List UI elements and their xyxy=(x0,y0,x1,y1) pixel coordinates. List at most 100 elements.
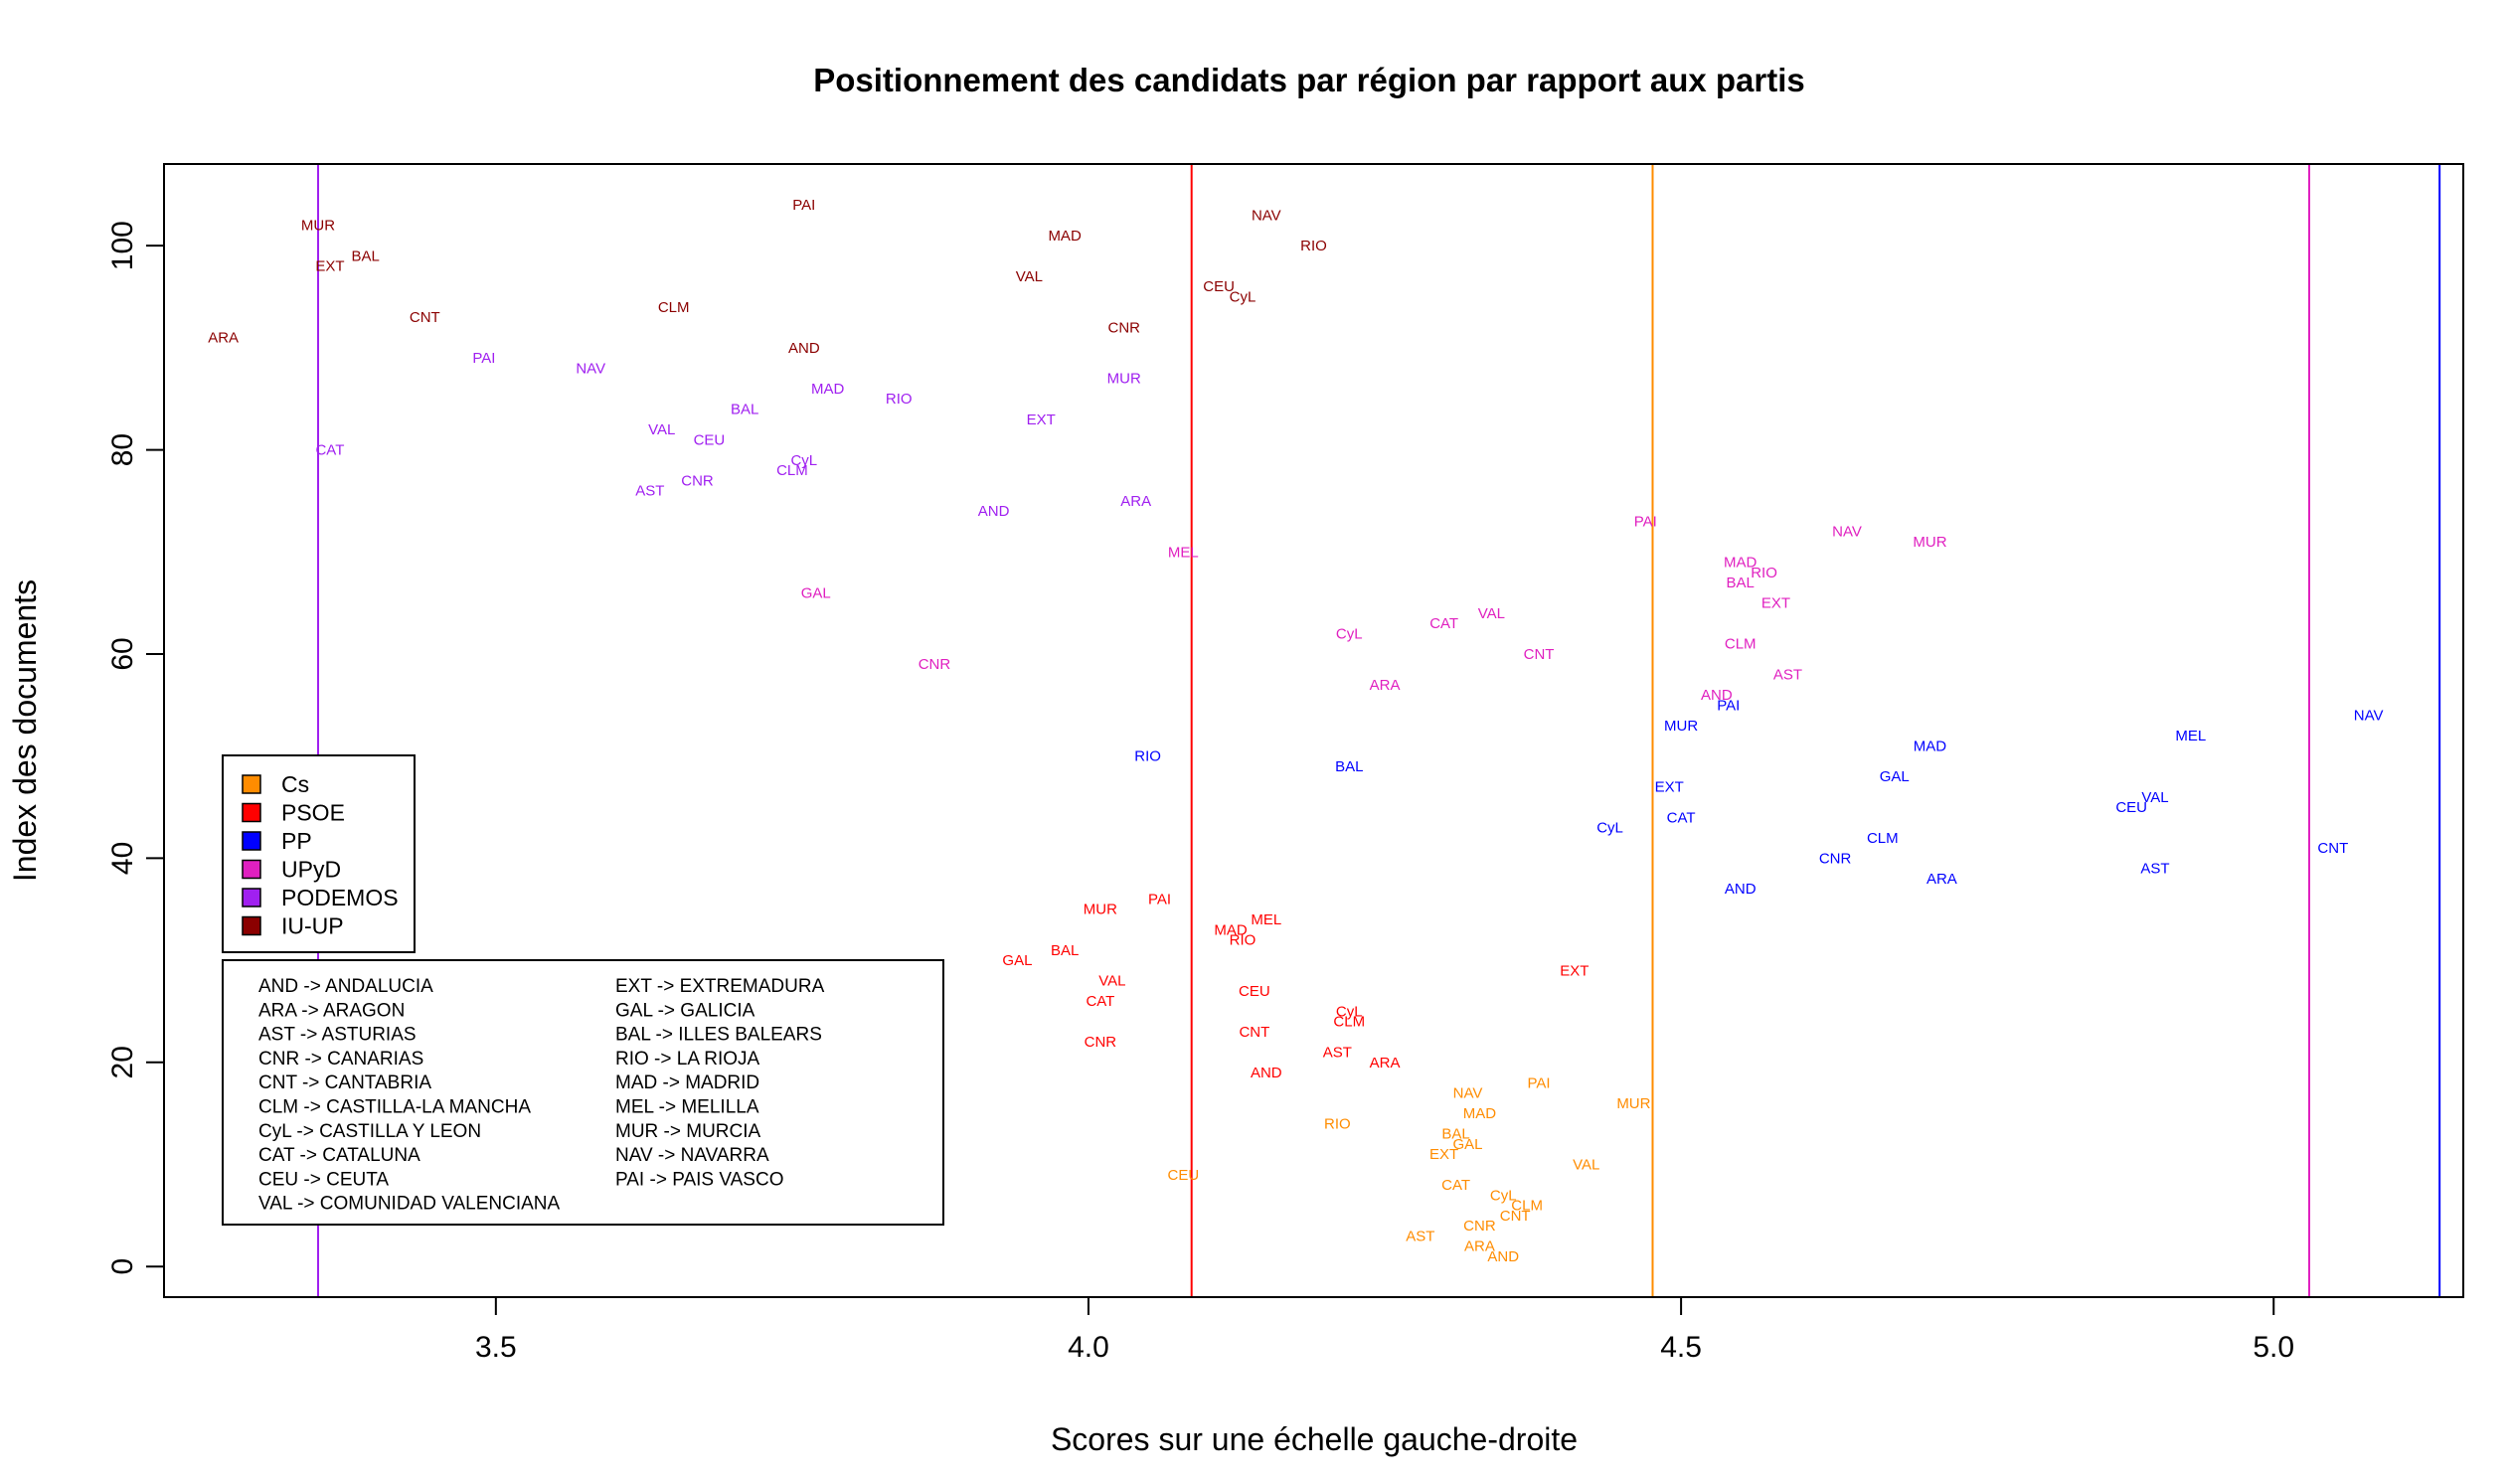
y-axis: 0 20 40 60 80 100 xyxy=(106,221,165,1275)
point-pp-ast: AST xyxy=(2140,861,2169,878)
legend-label-podemos: PODEMOS xyxy=(281,885,399,910)
point-cs-ext: EXT xyxy=(1429,1146,1458,1163)
point-cs-cnr: CNR xyxy=(1463,1218,1496,1235)
point-podemos-mur: MUR xyxy=(1107,371,1141,388)
x-tick-label: 4.0 xyxy=(1068,1331,1109,1364)
point-psoe-mel: MEL xyxy=(1251,911,1281,928)
legend-swatch-cs xyxy=(242,774,261,794)
point-cs-mad: MAD xyxy=(1463,1105,1497,1122)
point-cs-nav: NAV xyxy=(1453,1085,1483,1102)
point-pp-clm: CLM xyxy=(1867,830,1899,847)
chart-title: Positionnement des candidats par région … xyxy=(813,62,1805,98)
y-tick-label: 100 xyxy=(106,221,139,270)
point-upyd-and: AND xyxy=(1701,687,1733,704)
point-psoe-cnt: CNT xyxy=(1239,1024,1269,1041)
legend-label-iu-up: IU-UP xyxy=(281,913,344,939)
abbreviation-entry: ARA -> ARAGON xyxy=(258,1000,405,1021)
point-upyd-pai: PAI xyxy=(1634,513,1657,530)
point-upyd-val: VAL xyxy=(1478,605,1505,622)
point-psoe-gal: GAL xyxy=(1002,952,1032,969)
point-upyd-ext: EXT xyxy=(1761,595,1790,612)
point-psoe-cnr: CNR xyxy=(1085,1034,1117,1051)
point-psoe-ext: EXT xyxy=(1560,962,1589,979)
point-upyd-cyl: CyL xyxy=(1336,625,1363,642)
abbreviation-entry: PAI -> PAIS VASCO xyxy=(615,1169,783,1190)
point-cs-cnt: CNT xyxy=(1500,1208,1531,1225)
point-iu-up-ceu: CEU xyxy=(1203,278,1235,295)
point-podemos-mad: MAD xyxy=(811,381,845,398)
abbreviation-entry: NAV -> NAVARRA xyxy=(615,1145,769,1166)
legend-swatch-iu-up xyxy=(242,915,261,936)
legend-label-upyd: UPyD xyxy=(281,857,341,883)
point-psoe-ast: AST xyxy=(1323,1045,1352,1062)
point-podemos-and: AND xyxy=(978,503,1010,520)
point-pp-cyl: CyL xyxy=(1596,820,1623,837)
point-podemos-val: VAL xyxy=(648,421,675,438)
y-axis-title: Index des documents xyxy=(7,579,43,882)
point-upyd-cnt: CNT xyxy=(1524,646,1555,663)
point-upyd-rio: RIO xyxy=(1751,565,1777,581)
point-pp-ara: ARA xyxy=(1926,871,1957,888)
point-iu-up-pai: PAI xyxy=(792,197,815,214)
point-podemos-cat: CAT xyxy=(315,442,344,459)
point-podemos-pai: PAI xyxy=(472,350,495,367)
point-pp-cnt: CNT xyxy=(2317,840,2348,857)
point-pp-mel: MEL xyxy=(2175,728,2206,744)
point-iu-up-mur: MUR xyxy=(301,218,335,235)
point-iu-up-clm: CLM xyxy=(658,299,690,316)
abbreviation-legend: AND -> ANDALUCIA ARA -> ARAGON AST -> ASTU… xyxy=(222,959,944,1226)
point-pp-cnr: CNR xyxy=(1819,850,1852,867)
point-labels: CEURIOASTNAVMADBALGALEXTCATCyLCLMCNTCNRA… xyxy=(208,197,2383,1265)
point-iu-up-val: VAL xyxy=(1016,268,1043,285)
point-pp-pai: PAI xyxy=(1717,697,1740,714)
point-upyd-ara: ARA xyxy=(1370,677,1401,694)
point-upyd-mur: MUR xyxy=(1913,534,1946,551)
y-tick-label: 60 xyxy=(106,637,139,670)
point-psoe-cyl: CyL xyxy=(1336,1003,1363,1020)
point-psoe-mad: MAD xyxy=(1214,921,1248,938)
point-cs-mur: MUR xyxy=(1616,1095,1650,1112)
abbreviation-entry: VAL -> COMUNIDAD VALENCIANA xyxy=(258,1194,561,1215)
point-iu-up-mad: MAD xyxy=(1048,228,1082,245)
y-tick-label: 20 xyxy=(106,1046,139,1078)
point-psoe-ara: ARA xyxy=(1370,1055,1401,1072)
abbreviation-entry: AND -> ANDALUCIA xyxy=(258,976,433,997)
point-upyd-cat: CAT xyxy=(1429,615,1458,632)
legend-swatch-podemos xyxy=(242,888,261,907)
point-podemos-ceu: CEU xyxy=(694,431,726,448)
point-cs-pai: PAI xyxy=(1527,1074,1550,1091)
point-cs-ast: AST xyxy=(1406,1228,1434,1244)
abbreviation-entry: EXT -> EXTREMADURA xyxy=(615,976,825,997)
abbreviation-entry: RIO -> LA RIOJA xyxy=(615,1049,760,1070)
y-tick-label: 40 xyxy=(106,842,139,875)
point-pp-mur: MUR xyxy=(1664,718,1698,735)
point-podemos-bal: BAL xyxy=(731,401,758,417)
y-tick-label: 0 xyxy=(106,1258,139,1275)
abbreviation-entry: CyL -> CASTILLA Y LEON xyxy=(258,1121,481,1142)
point-upyd-bal: BAL xyxy=(1727,575,1755,591)
point-pp-gal: GAL xyxy=(1880,768,1910,785)
point-pp-nav: NAV xyxy=(2354,708,2384,725)
point-podemos-rio: RIO xyxy=(886,391,913,408)
point-cs-rio: RIO xyxy=(1324,1115,1351,1132)
point-iu-up-rio: RIO xyxy=(1300,238,1327,254)
point-iu-up-cnt: CNT xyxy=(410,309,440,326)
point-psoe-cat: CAT xyxy=(1086,993,1114,1010)
point-pp-cat: CAT xyxy=(1667,809,1696,826)
point-cs-cat: CAT xyxy=(1441,1177,1470,1194)
point-cs-clm: CLM xyxy=(1511,1198,1543,1215)
point-pp-mad: MAD xyxy=(1914,738,1947,754)
point-pp-rio: RIO xyxy=(1134,748,1161,765)
point-podemos-ext: EXT xyxy=(1027,412,1056,428)
point-podemos-cyl: CyL xyxy=(790,452,817,469)
abbreviation-entry: CEU -> CEUTA xyxy=(258,1169,389,1190)
point-psoe-and: AND xyxy=(1251,1065,1282,1081)
abbreviation-entry: BAL -> ILLES BALEARS xyxy=(615,1025,822,1046)
point-pp-ext: EXT xyxy=(1655,778,1684,795)
x-axis: 3.5 4.0 4.5 5.0 xyxy=(475,1296,2294,1364)
point-cs-ceu: CEU xyxy=(1168,1167,1200,1184)
point-pp-ceu: CEU xyxy=(2115,799,2147,816)
point-pp-bal: BAL xyxy=(1335,758,1363,775)
legend-swatch-psoe xyxy=(242,802,261,823)
y-tick-label: 80 xyxy=(106,433,139,466)
